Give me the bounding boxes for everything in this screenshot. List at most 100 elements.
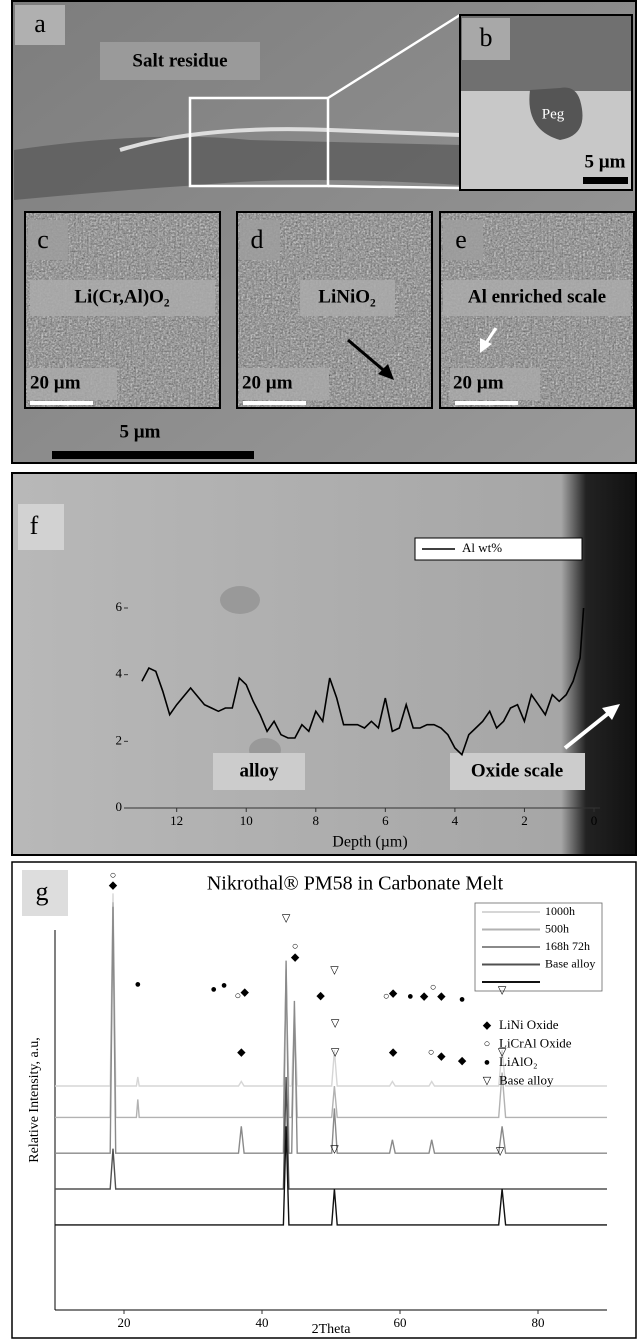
phase-marker: ▽ (282, 912, 291, 924)
label-box (462, 18, 510, 60)
legend-label: LiAlO₂ (499, 1054, 537, 1069)
annotation: alloy (239, 760, 279, 781)
annotation: Salt residue (132, 50, 227, 71)
edge (119, 127, 461, 152)
scale-bar (243, 401, 306, 405)
legend-label: Al wt% (462, 540, 502, 555)
scale-label: 20 µm (453, 372, 504, 393)
panel-g: g Nikrothal® PM58 in Carbonate Melt Rela… (11, 861, 637, 1339)
label-box (100, 42, 260, 80)
legend-label: Base alloy (499, 1072, 554, 1087)
panel-f: f alloy Oxide scale Depth (µm) 12 10 8 6 4 2 0… (11, 472, 637, 856)
legend-label: LiNi Oxide (499, 1017, 559, 1032)
phase-marker: ○ (428, 1046, 435, 1058)
label-box (450, 368, 540, 400)
x-tick-label: 4 (452, 813, 459, 828)
phase-marker: ▽ (496, 1145, 505, 1157)
phase-marker: ◆ (389, 1046, 398, 1058)
arrow-head (378, 364, 394, 380)
x-axis-label: 2Theta (312, 1322, 352, 1337)
legend-symbol: ◆ (483, 1020, 492, 1032)
legend-label: Base alloy (545, 956, 595, 970)
phase-marker: ◆ (316, 990, 325, 1002)
scale-label: 5 µm (119, 421, 160, 442)
phase-marker: ○ (383, 990, 390, 1002)
panel-label: d (251, 225, 264, 254)
label-box (213, 753, 305, 790)
phase-marker: ◆ (458, 1055, 467, 1067)
label-box (240, 220, 280, 260)
phase-marker: ◆ (420, 990, 429, 1002)
scale-bar (583, 177, 628, 184)
legend-label: 168h 72h (545, 939, 590, 953)
legend-symbol: ○ (484, 1038, 491, 1050)
scale-label: 20 µm (30, 372, 81, 393)
phase-marker: ▽ (330, 1144, 339, 1156)
data-line (141, 607, 585, 757)
x-tick-label: 0 (591, 813, 598, 828)
legend-symbol: ● (484, 1057, 491, 1069)
data-line (55, 1126, 607, 1226)
chart-title: Nikrothal® PM58 in Carbonate Melt (207, 873, 504, 895)
arrow (563, 710, 612, 750)
x-tick-label: 8 (313, 813, 320, 828)
x-tick-label: 20 (118, 1315, 131, 1330)
label-box (15, 5, 65, 45)
inset-d: d LiNiO₂ 20 µm (236, 211, 433, 409)
annotation: LiNiO₂ (318, 286, 376, 307)
x-tick-label: 2 (521, 813, 528, 828)
label-box (443, 280, 631, 316)
label-box (22, 870, 68, 916)
phase-marker: ◆ (437, 990, 446, 1002)
panel-a: a Salt residue b Peg 5 µm c Li(Cr,Al)O₂ … (11, 0, 637, 464)
x-axis-label: Depth (µm) (332, 834, 407, 851)
panel-label: b (480, 23, 493, 52)
arrow-head (602, 704, 620, 720)
inset-c: c Li(Cr,Al)O₂ 20 µm (24, 211, 221, 409)
panel-label: a (34, 9, 46, 38)
arrow (347, 338, 389, 376)
phase-marker: ● (134, 979, 141, 991)
panel-label: c (37, 225, 49, 254)
label-box (443, 220, 483, 260)
data-line (55, 1076, 607, 1190)
legend-label: LiCrAl Oxide (499, 1035, 572, 1050)
annotation: Peg (542, 106, 565, 122)
label-box (450, 753, 585, 790)
label-box (300, 280, 395, 316)
x-tick-label: 6 (382, 813, 389, 828)
scale-label: 5 µm (584, 151, 625, 172)
label-box (18, 504, 64, 550)
phase-marker: ◆ (437, 1050, 446, 1062)
inset-e: e Al enriched scale 20 µm (439, 211, 635, 409)
scale-bar (52, 451, 254, 459)
label-box (27, 368, 117, 400)
salt-band (14, 136, 460, 200)
phase-marker: ● (210, 984, 217, 996)
y-axis-label: Relative Intensity, a.u, (27, 1037, 42, 1162)
sem-image (11, 472, 637, 856)
annotation: Li(Cr,Al)O₂ (74, 286, 170, 307)
legend-label: 1000h (545, 904, 575, 918)
x-tick-label: 10 (240, 813, 253, 828)
x-tick-label: 40 (256, 1315, 269, 1330)
zoom-line (327, 184, 461, 190)
phase-marker: ▽ (498, 985, 507, 997)
panel-label: g (36, 877, 49, 906)
panel-label: e (455, 225, 467, 254)
x-tick-label: 60 (394, 1315, 407, 1330)
data-line (55, 906, 607, 1154)
zoom-line (327, 13, 461, 100)
phase-marker: ▽ (498, 1046, 507, 1058)
zoom-box (188, 96, 330, 188)
label-box (28, 220, 68, 260)
phase-marker: ◆ (389, 988, 398, 1000)
phase-marker: ▽ (331, 1018, 340, 1030)
arrow-head (480, 338, 492, 353)
label-box (239, 368, 329, 400)
phase-marker: ○ (110, 869, 117, 881)
phase-marker: ● (459, 994, 466, 1006)
phase-marker: ◆ (237, 1046, 246, 1058)
scale-label: 20 µm (242, 372, 293, 393)
